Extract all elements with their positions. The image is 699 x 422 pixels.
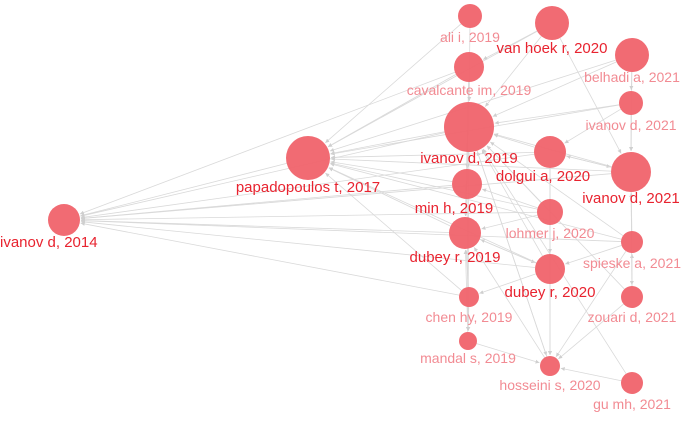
- node-min2019[interactable]: [452, 169, 482, 199]
- node-zouari2021[interactable]: [621, 286, 643, 308]
- node-label-spieske2021: spieske a, 2021: [583, 255, 681, 271]
- node-label-ivanov2021b: ivanov d, 2021: [582, 190, 680, 207]
- node-spieske2021[interactable]: [621, 231, 643, 253]
- node-ivanov2019[interactable]: [444, 102, 494, 152]
- node-papadopoulos2017[interactable]: [286, 136, 330, 180]
- node-label-ali2019: ali i, 2019: [440, 29, 500, 45]
- node-ivanov2014[interactable]: [48, 204, 80, 236]
- node-label-gu2021: gu mh, 2021: [593, 396, 671, 412]
- node-label-min2019: min h, 2019: [415, 200, 493, 217]
- node-label-hosseini2020: hosseini s, 2020: [499, 377, 600, 393]
- node-label-ivanov2014: ivanov d, 2014: [0, 234, 98, 251]
- node-label-dolgui2020: dolgui a, 2020: [496, 168, 590, 185]
- node-label-chen2019: chen hy, 2019: [426, 309, 513, 325]
- citation-edge: [81, 221, 449, 233]
- citation-edge: [567, 156, 612, 167]
- node-dolgui2020[interactable]: [534, 136, 566, 168]
- node-label-mandal2019: mandal s, 2019: [420, 350, 516, 366]
- node-label-dubey2019: dubey r, 2019: [410, 249, 501, 266]
- node-ivanov2021a[interactable]: [619, 91, 643, 115]
- node-label-dubey2020: dubey r, 2020: [505, 284, 596, 301]
- node-mandal2019[interactable]: [459, 332, 477, 350]
- node-label-belhadi2021: belhadi a, 2021: [584, 69, 680, 85]
- citation-edge: [329, 168, 451, 226]
- node-vanhoek2020[interactable]: [535, 6, 569, 40]
- node-cavalcante2019[interactable]: [454, 52, 484, 82]
- node-label-lohmer2020: lohmer j, 2020: [506, 225, 595, 241]
- node-label-vanhoek2020: van hoek r, 2020: [497, 40, 608, 57]
- node-ivanov2021b[interactable]: [611, 152, 651, 192]
- node-hosseini2020[interactable]: [540, 356, 560, 376]
- citation-edge: [81, 223, 459, 295]
- node-dubey2020[interactable]: [535, 254, 565, 284]
- node-label-ivanov2019: ivanov d, 2019: [420, 150, 518, 167]
- node-label-cavalcante2019: cavalcante im, 2019: [407, 82, 532, 98]
- citation-edge: [494, 135, 535, 148]
- node-label-zouari2021: zouari d, 2021: [588, 309, 677, 325]
- node-ali2019[interactable]: [458, 4, 482, 28]
- node-chen2019[interactable]: [459, 287, 479, 307]
- node-dubey2019[interactable]: [449, 217, 481, 249]
- node-gu2021[interactable]: [621, 372, 643, 394]
- node-layer: [48, 4, 651, 394]
- node-label-ivanov2021a: ivanov d, 2021: [585, 117, 676, 133]
- node-lohmer2020[interactable]: [537, 199, 563, 225]
- label-layer: ivanov d, 2014 papadopoulos t, 2017 ali i,…: [0, 29, 681, 412]
- node-belhadi2021[interactable]: [615, 38, 649, 72]
- node-label-papadopoulos2017: papadopoulos t, 2017: [236, 179, 380, 196]
